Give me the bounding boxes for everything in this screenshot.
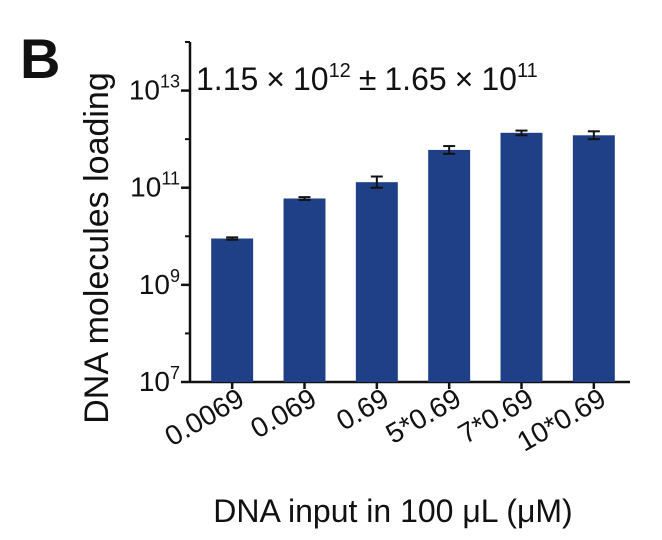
- y-tick-exponent: 13: [160, 72, 180, 92]
- y-tick-base: 10: [130, 172, 161, 203]
- annotation-sd-exponent: 11: [517, 60, 538, 82]
- annotation-base-2: 10: [481, 61, 517, 97]
- y-tick-base: 10: [139, 366, 170, 397]
- y-tick-label: 1013: [129, 72, 180, 106]
- annotation-times-2: ×: [455, 61, 474, 97]
- bar: [428, 150, 470, 382]
- annotation-sd-mantissa: 1.65: [384, 61, 446, 97]
- bar: [501, 133, 543, 382]
- x-axis-label: DNA input in 100 μL (μM): [213, 493, 572, 529]
- mean-sd-annotation: 1.15 × 1012 ±1.65 × 1011: [196, 60, 538, 97]
- y-tick-exponent: 9: [170, 266, 180, 286]
- x-tick-label: 0.069: [245, 382, 321, 444]
- y-tick-label: 1011: [130, 169, 180, 203]
- x-tick-label: 0.0069: [159, 382, 249, 452]
- bar: [211, 239, 253, 382]
- bars: [211, 131, 615, 382]
- panel-label: B: [20, 27, 60, 90]
- y-tick-base: 10: [129, 75, 160, 106]
- bar: [573, 135, 615, 382]
- y-tick-label: 107: [139, 363, 180, 397]
- bar: [356, 182, 398, 382]
- bar: [284, 198, 326, 382]
- y-axis-label: DNA molecules loading: [78, 72, 116, 424]
- x-tick-label: 5*0.69: [381, 382, 467, 449]
- y-tick-base: 10: [139, 269, 170, 300]
- annotation-times-1: ×: [266, 61, 285, 97]
- annotation-plusminus: ±: [359, 61, 377, 97]
- y-tick-exponent: 7: [170, 363, 180, 383]
- annotation-base-1: 10: [293, 61, 329, 97]
- annotation-mean-exponent: 12: [329, 60, 351, 82]
- y-tick-exponent: 11: [161, 169, 180, 189]
- y-tick-label: 109: [139, 266, 180, 300]
- annotation-mean-mantissa: 1.15: [196, 61, 258, 97]
